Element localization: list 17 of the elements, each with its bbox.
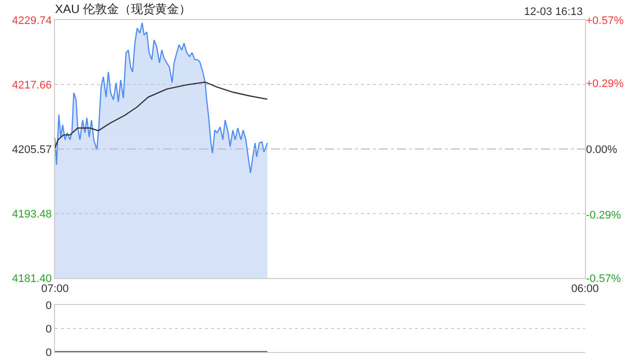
y2-tick-label: +0.57% (586, 14, 624, 27)
y-tick-label: 0 (46, 323, 52, 336)
y2-tick-label: +0.29% (586, 78, 624, 90)
y-tick-label: 4217.66 (12, 79, 52, 92)
y-tick-label: 0 (46, 300, 52, 312)
y2-tick-label: -0.29% (586, 209, 622, 222)
y-tick-label: 4205.57 (12, 144, 52, 156)
text: 12-03 16:13 (524, 6, 583, 18)
x-tick-label: 06:00 (571, 283, 599, 296)
y-tick-label: 0 (46, 346, 52, 359)
chart-title: XAU 伦敦金（现货黄金） (55, 2, 192, 16)
x-tick-label: 07:00 (41, 283, 69, 296)
y-tick-label: 4181.40 (12, 272, 52, 285)
y-tick-label: 4229.74 (12, 14, 52, 27)
y2-tick-label: -0.57% (586, 272, 622, 285)
y2-tick-label: 0.00% (586, 144, 618, 156)
y-tick-label: 4193.48 (12, 208, 52, 220)
